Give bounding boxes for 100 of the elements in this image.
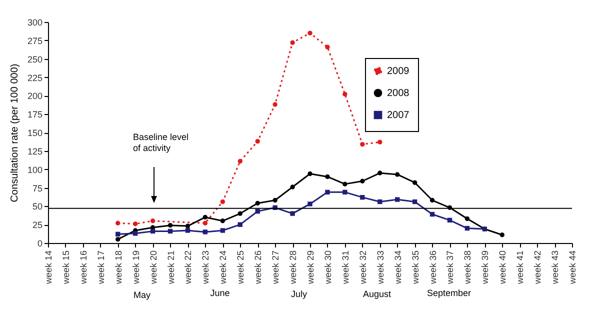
point [150, 218, 156, 224]
point [308, 202, 312, 206]
point [430, 212, 435, 217]
x-tick-label: week 44 [568, 250, 578, 286]
x-tick-label: week 28 [288, 250, 298, 286]
point [116, 220, 120, 226]
point [132, 231, 138, 236]
point [168, 228, 173, 234]
point [255, 208, 260, 214]
point [220, 199, 226, 204]
x-tick-label: week 31 [340, 250, 350, 286]
point [255, 200, 260, 206]
text: September [426, 288, 472, 298]
point [168, 222, 173, 228]
y-tick-label: 100 [27, 164, 42, 175]
x-tick-label: week 37 [445, 250, 456, 286]
x-tick-label: week 19 [130, 250, 141, 286]
point [238, 158, 242, 164]
point [238, 211, 242, 216]
y-tick-label: 125 [27, 146, 42, 156]
point [185, 224, 190, 228]
point [378, 199, 382, 204]
legend-label: 2007 [387, 110, 410, 121]
legend-label: 2009 [387, 66, 410, 77]
point [308, 30, 312, 36]
text: May [133, 290, 151, 300]
y-tick-label: 225 [27, 72, 42, 83]
point [238, 222, 242, 227]
text: July [290, 289, 308, 299]
x-tick-label: week 32 [358, 250, 368, 286]
point [378, 140, 382, 144]
point [116, 232, 120, 237]
x-tick-label: week 40 [498, 250, 508, 286]
point [272, 102, 278, 107]
legend-label: 2008 [387, 88, 410, 99]
point [255, 139, 260, 144]
y-tick-label: 25 [32, 220, 42, 230]
point [464, 216, 470, 222]
point [447, 218, 452, 223]
text: June [210, 288, 230, 298]
point [116, 236, 120, 242]
x-tick-label: week 24 [218, 250, 228, 286]
y-tick-label: 75 [32, 183, 42, 194]
y-tick-label: 0 [37, 238, 42, 248]
y-tick-label: 175 [27, 110, 42, 120]
x-tick-label: week 27 [270, 250, 281, 286]
y-tick-label: 50 [32, 202, 42, 212]
x-tick-label: week 20 [148, 250, 158, 286]
annotation: Baseline level of activity [133, 132, 189, 153]
x-tick-label: week 35 [410, 250, 420, 286]
point [290, 211, 295, 216]
point [220, 228, 226, 233]
x-tick-label: week 17 [96, 250, 106, 286]
point [464, 226, 470, 231]
point [500, 232, 504, 238]
point [132, 222, 138, 226]
point [412, 199, 418, 204]
point [325, 174, 330, 180]
x-tick-label: week 38 [462, 250, 473, 286]
y-axis-title: Consultation rate (per 100 000) [9, 64, 20, 202]
point [202, 214, 208, 220]
point [378, 170, 382, 176]
x-tick-label: week 34 [392, 250, 403, 286]
point [412, 180, 418, 185]
point [202, 220, 208, 226]
point [325, 44, 330, 50]
x-tick-label: week 42 [532, 250, 543, 286]
point [342, 182, 348, 186]
x-tick-label: week 30 [322, 250, 333, 286]
x-tick-label: week 29 [306, 250, 316, 286]
x-tick-label: week 22 [183, 250, 194, 286]
point [290, 40, 295, 45]
x-tick-label: week 33 [375, 250, 386, 286]
point [394, 197, 400, 202]
x-tick-label: week 16 [78, 250, 88, 286]
point [394, 172, 400, 177]
point [342, 92, 348, 97]
y-tick-label: 250 [27, 54, 42, 64]
point [360, 194, 365, 200]
y-tick-label: 275 [27, 36, 42, 46]
x-tick-label: week 25 [236, 250, 246, 286]
x-tick-label: week 21 [166, 250, 176, 286]
point [150, 228, 156, 234]
x-tick-label: week 23 [200, 250, 211, 286]
y-tick-label: 200 [27, 91, 42, 102]
point [202, 230, 208, 234]
y-tick-label: 150 [27, 128, 42, 138]
x-tick-label: week 26 [253, 250, 264, 286]
point [308, 171, 312, 176]
point [220, 218, 226, 224]
point [342, 190, 348, 195]
point [272, 198, 278, 203]
text: August [362, 289, 392, 299]
point [290, 184, 295, 190]
point [185, 228, 190, 233]
x-tick-label: week 18 [113, 250, 124, 286]
x-tick-label: week 41 [515, 250, 526, 286]
point [360, 142, 365, 147]
point [325, 190, 330, 195]
x-tick-label: week 36 [428, 250, 438, 286]
